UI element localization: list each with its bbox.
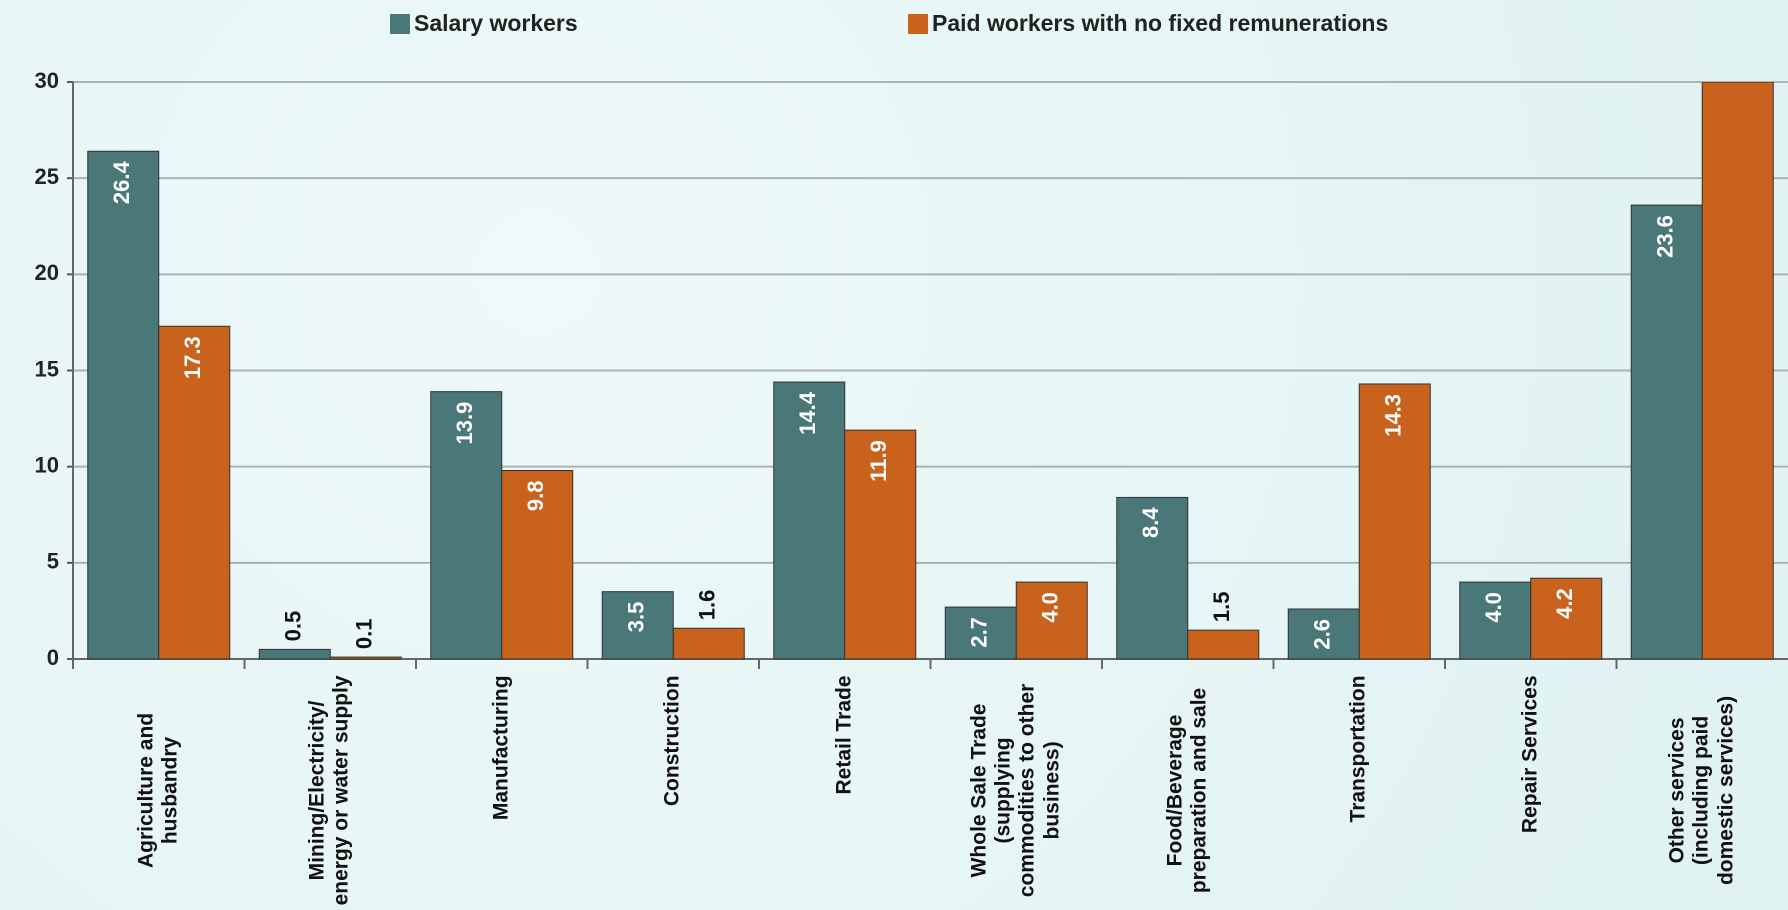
legend-swatch	[390, 13, 410, 34]
bar	[87, 150, 160, 660]
bar	[1630, 204, 1703, 660]
bar	[1116, 496, 1189, 660]
value-label: 4.2	[1552, 588, 1577, 619]
x-tick-label: Retail Trade	[832, 674, 856, 795]
value-label: 3.5	[624, 602, 649, 633]
value-label: 9.8	[523, 481, 548, 512]
value-label: 13.9	[452, 402, 477, 445]
value-label: 17.3	[180, 336, 205, 379]
y-tick-label: 15	[35, 356, 59, 381]
bar	[158, 325, 231, 660]
value-label: 4.0	[1038, 592, 1063, 623]
value-label: 1.5	[1209, 592, 1234, 623]
x-tick-label: Mining/Electricity/ energy or water supp…	[306, 675, 354, 905]
bar	[944, 606, 1017, 660]
value-label: 2.7	[967, 617, 992, 648]
bar	[1358, 383, 1431, 660]
value-label: 4.0	[1481, 592, 1506, 623]
legend-item: Paid workers with no fixed remunerations	[908, 10, 1388, 37]
bar	[329, 656, 402, 660]
bar	[1287, 608, 1360, 660]
legend-label: Paid workers with no fixed remunerations	[932, 10, 1389, 36]
y-tick-label: 30	[35, 68, 59, 93]
bar	[501, 470, 574, 660]
value-label: 14.3	[1381, 394, 1406, 437]
legend-swatch	[908, 13, 928, 34]
x-tick-label: Transportation	[1347, 674, 1371, 822]
bar	[773, 381, 846, 660]
bar	[844, 429, 917, 660]
legend-label: Salary workers	[414, 10, 578, 36]
bar	[1459, 581, 1532, 660]
value-label: 2.6	[1310, 619, 1335, 650]
y-tick-label: 10	[35, 452, 59, 477]
value-label: 8.4	[1138, 507, 1163, 538]
bar	[258, 648, 331, 660]
y-tick-label: 25	[35, 164, 59, 189]
value-label: 14.4	[795, 391, 820, 435]
x-tick-label: Manufacturing	[489, 674, 513, 820]
x-tick-label: Whole Sale Trade (supplying commodities …	[967, 683, 1064, 897]
value-label: 26.4	[109, 160, 134, 204]
bars	[87, 82, 1774, 660]
y-tick-label: 20	[35, 260, 59, 285]
x-tick-label: Repair Services	[1518, 674, 1542, 833]
value-label: 1.6	[695, 590, 720, 621]
value-label: 23.6	[1653, 215, 1678, 258]
x-tick-label: Construction	[661, 674, 685, 806]
value-label: 0.5	[281, 611, 306, 642]
bar	[1530, 577, 1603, 660]
y-tick-label: 0	[47, 645, 59, 670]
y-tick-label: 5	[47, 549, 59, 574]
value-label: 0.1	[352, 618, 377, 649]
bar	[430, 391, 503, 660]
bar	[1187, 629, 1260, 660]
legend-item: Salary workers	[390, 10, 578, 37]
bar	[601, 591, 674, 660]
bar	[1015, 581, 1088, 660]
bar	[1701, 82, 1774, 660]
bar	[672, 627, 745, 660]
x-tick-label: Food/Beverage preparation and sale	[1163, 687, 1211, 893]
x-tick-label: Agriculture and husbandry	[134, 712, 182, 868]
x-tick-label: Other services (including paid domestic …	[1666, 695, 1738, 885]
value-label: 11.9	[866, 440, 891, 482]
